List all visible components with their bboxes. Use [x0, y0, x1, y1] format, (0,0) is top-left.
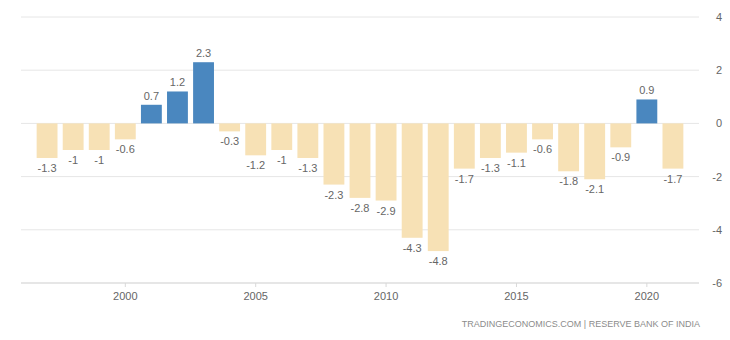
data-label: -1.3 [298, 162, 317, 174]
x-tick [125, 283, 126, 287]
data-label: -0.3 [220, 135, 239, 147]
x-axis-line [21, 283, 699, 284]
data-label: -1.1 [507, 157, 526, 169]
bar [167, 91, 188, 123]
y-tick-label: -6 [712, 277, 722, 289]
bar [662, 123, 683, 168]
bar [271, 123, 292, 150]
data-label: -2.1 [585, 183, 604, 195]
bar [480, 123, 501, 158]
bar [219, 123, 240, 131]
bar [350, 123, 371, 197]
x-tick [646, 283, 647, 287]
data-label: -1.3 [481, 162, 500, 174]
x-tick [255, 283, 256, 287]
data-label: -4.3 [403, 242, 422, 254]
bar [141, 105, 162, 124]
data-label: -0.9 [611, 151, 630, 163]
bar [323, 123, 344, 184]
bar [37, 123, 58, 158]
data-label: 0.9 [639, 84, 654, 96]
chart: -6 -4 -2 0 2 4 2000 2005 2010 2015 2020 -1.3 -1 -1 -0.… [0, 0, 730, 340]
bar [245, 123, 266, 155]
bar [193, 62, 214, 123]
bar [63, 123, 84, 150]
x-tick [386, 283, 387, 287]
data-label: -0.6 [116, 143, 135, 155]
bar [532, 123, 553, 139]
bar [558, 123, 579, 171]
bar [89, 123, 110, 150]
data-label: -1.3 [38, 162, 57, 174]
bar [636, 99, 657, 123]
data-label: -1 [277, 154, 287, 166]
x-tick-label: 2005 [243, 290, 267, 302]
y-tick-label: 2 [716, 64, 722, 76]
data-label: 1.2 [170, 76, 185, 88]
bars [37, 62, 684, 251]
source-note: TRADINGECONOMICS.COM | RESERVE BANK OF I… [462, 319, 700, 329]
grid-line [21, 70, 699, 71]
grid-line [21, 17, 699, 18]
y-tick-label: 4 [716, 11, 722, 23]
x-tick [516, 283, 517, 287]
y-tick-label: -2 [712, 171, 722, 183]
data-label: -4.8 [429, 255, 448, 267]
x-tick-label: 2000 [113, 290, 137, 302]
data-label: -0.6 [533, 143, 552, 155]
x-tick-label: 2015 [504, 290, 528, 302]
data-label: 2.3 [196, 47, 211, 59]
data-label: -2.8 [351, 202, 370, 214]
data-label: -1 [94, 154, 104, 166]
bar [506, 123, 527, 152]
grid-line [21, 283, 699, 284]
bar [115, 123, 136, 139]
bar [610, 123, 631, 147]
data-label: -2.3 [324, 189, 343, 201]
bar [402, 123, 423, 237]
bar [297, 123, 318, 158]
y-tick-label: -4 [712, 224, 722, 236]
x-tick-label: 2020 [635, 290, 659, 302]
grid-line [21, 229, 699, 230]
bar [454, 123, 475, 168]
bar [584, 123, 605, 179]
x-tick-label: 2010 [374, 290, 398, 302]
data-label: 0.7 [144, 90, 159, 102]
y-tick-label: 0 [716, 117, 722, 129]
data-label: -1 [68, 154, 78, 166]
data-label: -1.7 [455, 173, 474, 185]
data-label: -1.2 [246, 159, 265, 171]
data-label: -1.7 [663, 173, 682, 185]
bar [428, 123, 449, 251]
data-label: -1.8 [559, 175, 578, 187]
bar [376, 123, 397, 200]
data-label: -2.9 [377, 205, 396, 217]
